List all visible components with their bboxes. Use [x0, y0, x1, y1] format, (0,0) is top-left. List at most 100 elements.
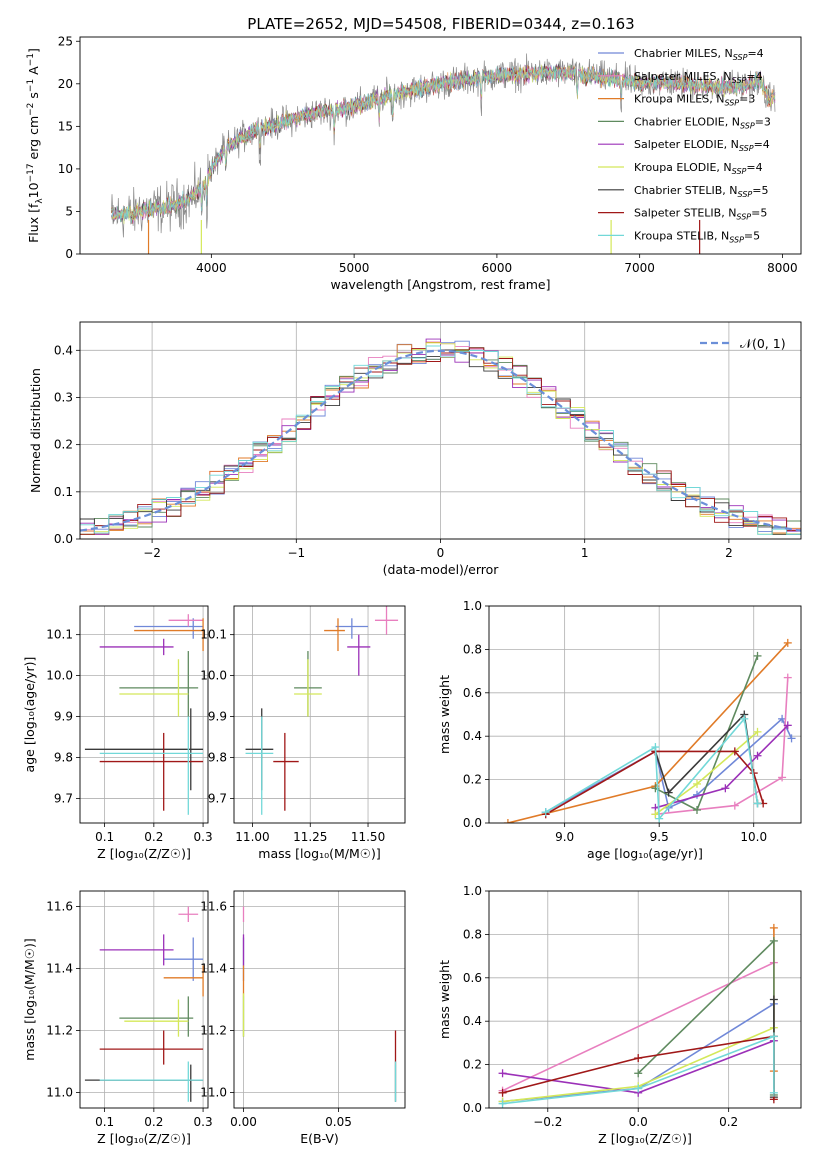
age-vs-mass-ytick-label: 9.7	[208, 791, 227, 805]
mass-vs-Z-ytick-label: 11.0	[46, 1086, 73, 1100]
weight-vs-Z-ylabel: mass weight	[437, 960, 452, 1039]
legend-entry-count: =5	[751, 207, 767, 220]
weight-vs-age-series-3	[655, 655, 759, 812]
age-vs-mass-ytick-label: 10.1	[200, 628, 227, 642]
histogram-step-3	[80, 347, 801, 535]
mass-vs-ebv-xtick-label: 0.00	[230, 1115, 257, 1129]
legend-entry-count: =5	[744, 229, 760, 242]
residuals-xtick-label: −2	[143, 546, 161, 560]
spectrum-ylabel-part: erg cm	[26, 116, 41, 164]
spectrum-xtick-label: 6000	[482, 261, 513, 275]
residuals-ytick-label: 0.3	[54, 390, 73, 404]
legend-entry: Kroupa MILES, NSSP=3	[634, 93, 755, 108]
spectrum-ytick-label: 20	[58, 77, 73, 91]
weight-vs-age-axes: 9.0 9.5 10.0 0.0 0.2 0.4 0.6 0.8 1.0 age [log₁₀(a…	[437, 599, 802, 861]
age-vs-mass-xtick-label: 11.00	[235, 830, 269, 844]
spectrum-xtick-label: 7000	[624, 261, 655, 275]
mass-vs-Z-frame	[79, 890, 209, 1109]
age-vs-mass-ytick-label: 10.0	[200, 669, 227, 683]
weight-vs-age-ytick-label: 1.0	[463, 599, 482, 613]
legend-entry-sub: SSP	[739, 144, 754, 153]
residuals-frame	[79, 321, 802, 540]
age-vs-Z-ytick-label: 9.8	[54, 750, 73, 764]
weight-vs-age-xtick-label: 10.0	[740, 830, 767, 844]
weight-vs-age-xlabel: age [log₁₀(age/yr)]	[587, 846, 703, 861]
spectrum-axes: 4000 5000 6000 7000 8000 0 5 10 15 20 25 wavelength…	[26, 34, 802, 292]
residuals-bars	[80, 338, 801, 535]
legend-entry-name: Kroupa ELODIE, N	[634, 161, 732, 174]
residuals-ytick-label: 0.1	[54, 485, 73, 499]
spectrum-ylabel-part: −1	[26, 79, 36, 92]
residuals-ytick-label: 0.4	[54, 343, 73, 357]
legend-entry: Chabrier ELODIE, NSSP=3	[634, 115, 771, 130]
age-vs-Z-frame	[79, 605, 209, 824]
age-vs-mass-ytick-label: 9.8	[208, 750, 227, 764]
weight-vs-Z-lines	[498, 923, 778, 1108]
legend-entry: Salpeter MILES, NSSP=4	[634, 70, 763, 85]
weight-vs-Z-series-3	[637, 939, 775, 1095]
gaussian-curve	[80, 349, 801, 532]
legend-entry-sub: SSP	[738, 190, 753, 199]
legend-entry-count: =5	[752, 184, 768, 197]
legend-entry-name: Salpeter STELIB, N	[634, 207, 736, 220]
legend-entry-name: Chabrier MILES, N	[634, 47, 733, 60]
mass-vs-ebv-xlabel: E(B-V)	[300, 1131, 339, 1146]
weight-vs-age-frame	[488, 605, 802, 824]
age-vs-Z-ytick-label: 10.0	[46, 669, 73, 683]
age-vs-Z-xtick-label: 0.2	[144, 830, 163, 844]
mass-vs-ebv-xtick-label: 0.05	[325, 1115, 352, 1129]
residuals-ytick-label: 0.2	[54, 438, 73, 452]
legend-entry: Kroupa ELODIE, NSSP=4	[634, 161, 763, 176]
spectrum-ylabel-part: λ	[35, 198, 45, 204]
spectrum-ylabel-part: −17	[26, 163, 36, 182]
legend-entry-name: Chabrier ELODIE, N	[634, 115, 740, 128]
mass-vs-Z-xtick-label: 0.1	[95, 1115, 114, 1129]
weight-vs-Z-ytick-label: 0.4	[463, 1014, 482, 1028]
legend-entry-count: =4	[754, 138, 770, 151]
age-vs-mass-xtick-label: 11.25	[293, 830, 327, 844]
legend-entry-name: Kroupa STELIB, N	[634, 229, 729, 242]
spectrum-ytick-label: 0	[65, 247, 73, 261]
legend-entry: Salpeter STELIB, NSSP=5	[634, 207, 767, 222]
spectrum-ylabel-part: −1	[26, 53, 36, 66]
spectrum-ylabel-part: A	[26, 66, 41, 79]
mass-vs-ebv-ytick-label: 11.2	[200, 1024, 227, 1038]
weight-vs-Z-ytick-label: 0.8	[463, 927, 482, 941]
weight-vs-Z-ytick-label: 0.0	[463, 1101, 482, 1115]
spectrum-xtick-label: 4000	[196, 261, 227, 275]
spectrum-ylabel-part: 10	[26, 182, 41, 198]
legend-entry-sub: SSP	[736, 213, 751, 222]
legend-entry-count: =4	[747, 47, 763, 60]
residuals-xtick-label: 1	[581, 546, 589, 560]
spectrum-traces	[111, 53, 776, 254]
weight-vs-age-series-0	[545, 717, 793, 813]
weight-vs-age-ytick-label: 0.4	[463, 729, 482, 743]
mass-vs-Z-xlabel: Z [log₁₀(Z/Z☉)]	[97, 1131, 191, 1146]
mass-vs-ebv-errorbars	[242, 906, 397, 1102]
weight-vs-Z-xtick-label: 0.2	[719, 1115, 738, 1129]
age-vs-Z-ylabel: age [log₁₀(age/yr)]	[22, 657, 37, 773]
legend-entry-count: =4	[746, 70, 762, 83]
age-vs-mass-axes: 11.00 11.25 11.50 9.7 9.8 9.9 10.0 10.1 mass [lo…	[200, 605, 406, 861]
spectrum-model-line	[111, 65, 776, 224]
spectrum-xlabel: wavelength [Angstrom, rest frame]	[330, 277, 550, 292]
weight-vs-Z-ytick-label: 0.6	[463, 971, 482, 985]
mass-vs-Z-ylabel: mass [log₁₀(M/M☉)]	[22, 938, 37, 1060]
mass-vs-ebv-axes: 0.00 0.05 11.0 11.2 11.4 11.6 E(B-V)	[200, 890, 406, 1146]
weight-vs-Z-axes: −0.2 0.0 0.2 0.0 0.2 0.4 0.6 0.8 1.0 Z [log₁₀(Z/Z…	[437, 884, 802, 1146]
spectrum-ylabel: Flux [fλ10−17 erg cm−2 s−1 A−1]	[26, 48, 45, 243]
weight-vs-age-ytick-label: 0.2	[463, 773, 482, 787]
legend-entry-name: Salpeter ELODIE, N	[634, 138, 739, 151]
residuals-xtick-label: 0	[437, 546, 445, 560]
legend-entry-sub: SSP	[732, 76, 747, 85]
spectrum-ylabel-part: ]	[26, 48, 41, 53]
histogram-step-6	[80, 349, 801, 535]
legend-entry: Chabrier STELIB, NSSP=5	[634, 184, 768, 199]
weight-vs-age-ylabel: mass weight	[437, 675, 452, 754]
weight-vs-Z-series-8	[502, 1035, 775, 1105]
spectrum-ylabel-part: Flux [f	[26, 203, 41, 243]
age-vs-Z-xlabel: Z [log₁₀(Z/Z☉)]	[97, 846, 191, 861]
legend-entry-sub: SSP	[732, 167, 747, 176]
residuals-xtick-label: 2	[725, 546, 733, 560]
